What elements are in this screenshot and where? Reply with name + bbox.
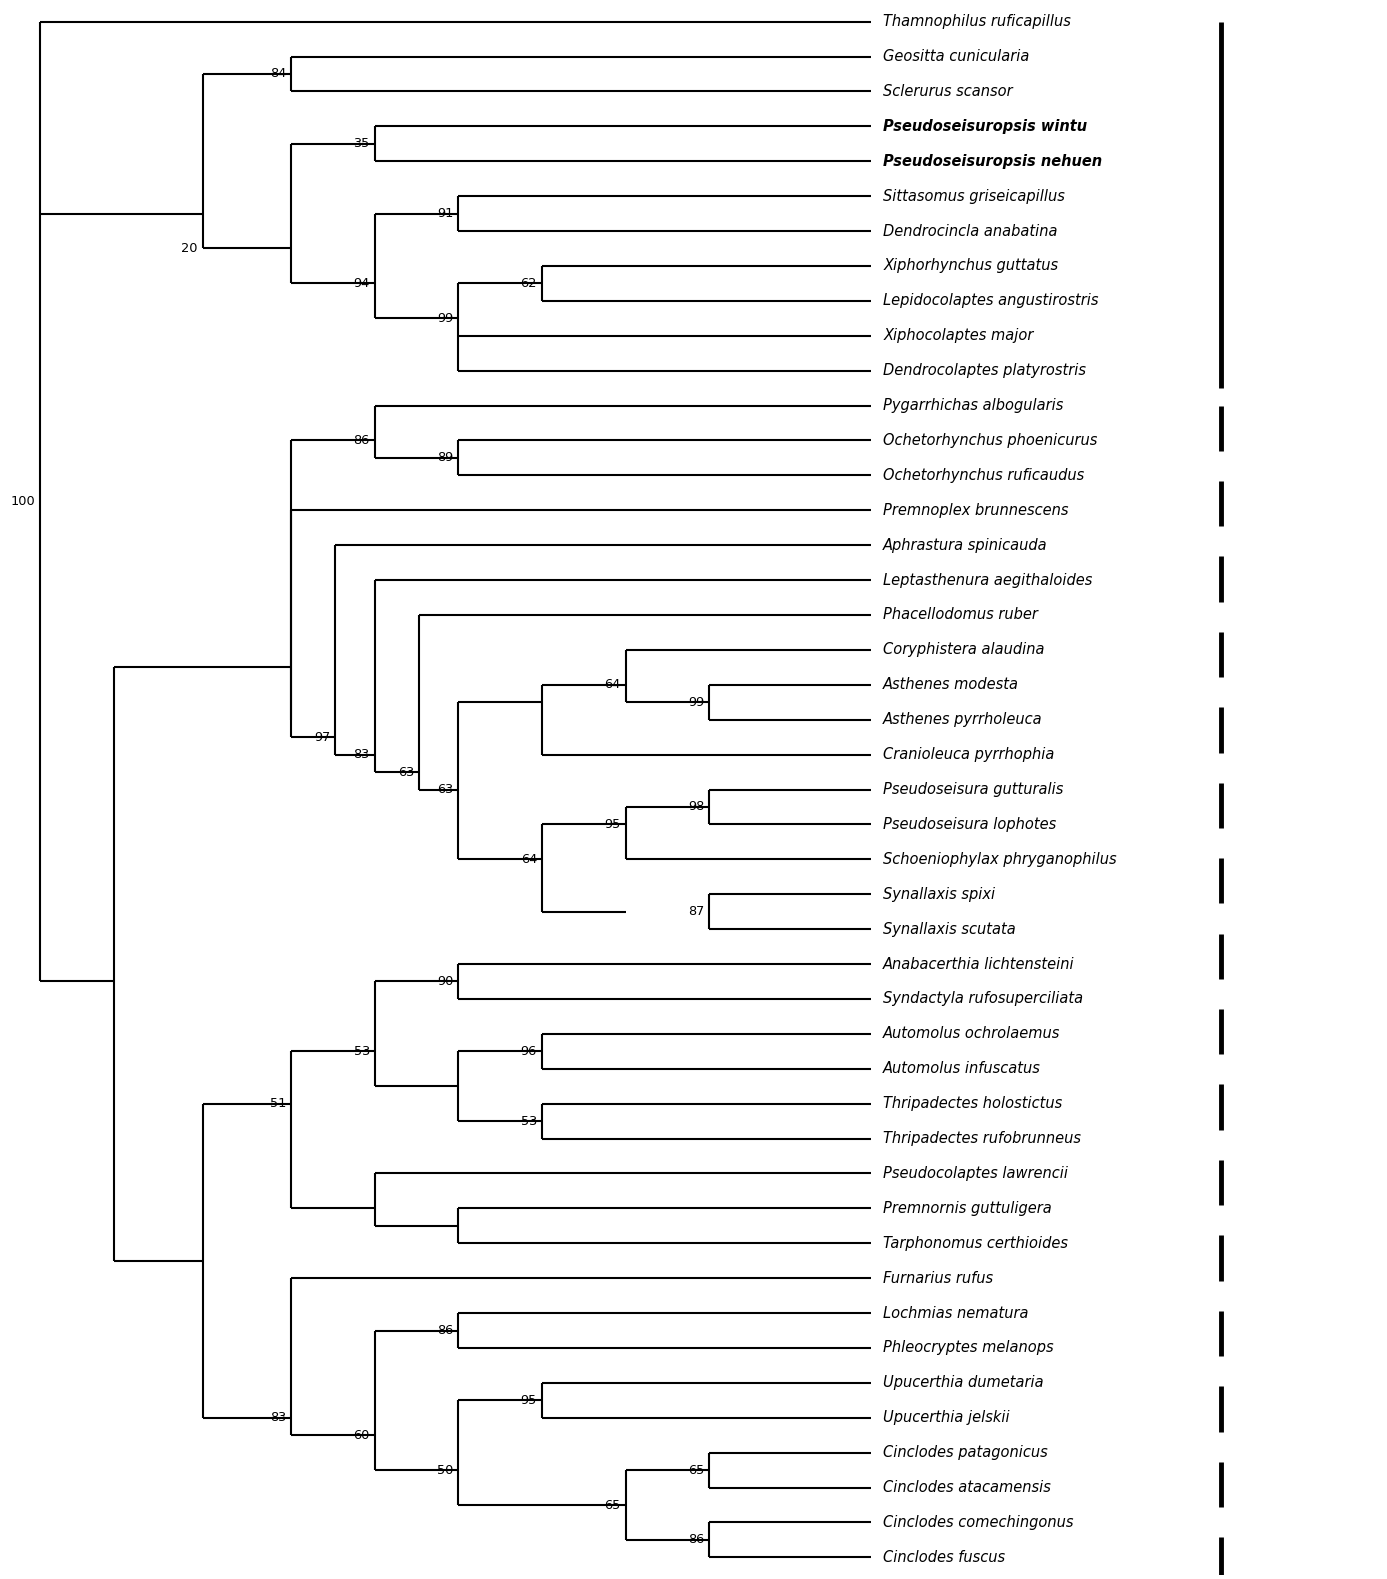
Text: 87: 87: [688, 905, 705, 917]
Text: 50: 50: [437, 1464, 454, 1476]
Text: Dendrocincla anabatina: Dendrocincla anabatina: [884, 224, 1058, 238]
Text: 63: 63: [398, 766, 415, 778]
Text: 99: 99: [688, 696, 705, 709]
Text: Pygarrhichas albogularis: Pygarrhichas albogularis: [884, 398, 1064, 414]
Text: Automolus ochrolaemus: Automolus ochrolaemus: [884, 1026, 1061, 1041]
Text: 83: 83: [354, 748, 370, 761]
Text: Leptasthenura aegithaloides: Leptasthenura aegithaloides: [884, 573, 1093, 587]
Text: 98: 98: [688, 801, 705, 813]
Text: Lochmias nematura: Lochmias nematura: [884, 1306, 1029, 1320]
Text: Xiphocolaptes major: Xiphocolaptes major: [884, 328, 1033, 343]
Text: 89: 89: [437, 452, 454, 464]
Text: 64: 64: [520, 853, 537, 865]
Text: 35: 35: [354, 137, 370, 150]
Text: Geositta cunicularia: Geositta cunicularia: [884, 49, 1029, 65]
Text: 90: 90: [437, 974, 454, 988]
Text: Upucerthia jelskii: Upucerthia jelskii: [884, 1410, 1010, 1426]
Text: Pseudoseisura gutturalis: Pseudoseisura gutturalis: [884, 782, 1064, 797]
Text: Premnoplex brunnescens: Premnoplex brunnescens: [884, 502, 1069, 518]
Text: 99: 99: [437, 311, 454, 325]
Text: 94: 94: [354, 276, 370, 291]
Text: 84: 84: [270, 68, 286, 81]
Text: 86: 86: [354, 434, 370, 447]
Text: Schoeniophylax phryganophilus: Schoeniophylax phryganophilus: [884, 851, 1117, 867]
Text: Upucerthia dumetaria: Upucerthia dumetaria: [884, 1375, 1044, 1391]
Text: Asthenes pyrrholeuca: Asthenes pyrrholeuca: [884, 712, 1043, 728]
Text: Asthenes modesta: Asthenes modesta: [884, 677, 1019, 692]
Text: 65: 65: [688, 1464, 705, 1476]
Text: Synallaxis scutata: Synallaxis scutata: [884, 922, 1015, 936]
Text: Anabacerthia lichtensteini: Anabacerthia lichtensteini: [884, 957, 1075, 971]
Text: Pseudoseisuropsis nehuen: Pseudoseisuropsis nehuen: [884, 153, 1103, 169]
Text: 95: 95: [520, 1394, 537, 1407]
Text: Sittasomus griseicapillus: Sittasomus griseicapillus: [884, 188, 1065, 204]
Text: 63: 63: [437, 783, 454, 796]
Text: 53: 53: [354, 1045, 370, 1058]
Text: Pseudocolaptes lawrencii: Pseudocolaptes lawrencii: [884, 1165, 1068, 1181]
Text: 60: 60: [354, 1429, 370, 1442]
Text: 62: 62: [520, 276, 537, 291]
Text: Automolus infuscatus: Automolus infuscatus: [884, 1061, 1042, 1077]
Text: Lepidocolaptes angustirostris: Lepidocolaptes angustirostris: [884, 294, 1099, 308]
Text: Thripadectes rufobrunneus: Thripadectes rufobrunneus: [884, 1131, 1082, 1146]
Text: Synallaxis spixi: Synallaxis spixi: [884, 887, 996, 902]
Text: Ochetorhynchus phoenicurus: Ochetorhynchus phoenicurus: [884, 433, 1097, 448]
Text: 53: 53: [520, 1115, 537, 1127]
Text: Cinclodes patagonicus: Cinclodes patagonicus: [884, 1445, 1049, 1461]
Text: Ochetorhynchus ruficaudus: Ochetorhynchus ruficaudus: [884, 467, 1085, 483]
Text: Furnarius rufus: Furnarius rufus: [884, 1271, 993, 1285]
Text: 65: 65: [605, 1498, 620, 1511]
Text: Pseudoseisura lophotes: Pseudoseisura lophotes: [884, 816, 1057, 832]
Text: Aphrastura spinicauda: Aphrastura spinicauda: [884, 538, 1047, 553]
Text: Syndactyla rufosuperciliata: Syndactyla rufosuperciliata: [884, 992, 1083, 1006]
Text: 86: 86: [437, 1325, 454, 1337]
Text: Thripadectes holostictus: Thripadectes holostictus: [884, 1096, 1062, 1112]
Text: Phleocryptes melanops: Phleocryptes melanops: [884, 1341, 1054, 1355]
Text: 20: 20: [182, 242, 198, 254]
Text: 64: 64: [605, 679, 620, 692]
Text: 91: 91: [437, 207, 454, 219]
Text: Phacellodomus ruber: Phacellodomus ruber: [884, 608, 1037, 622]
Text: 100: 100: [11, 496, 36, 508]
Text: Cinclodes atacamensis: Cinclodes atacamensis: [884, 1480, 1051, 1495]
Text: Xiphorhynchus guttatus: Xiphorhynchus guttatus: [884, 259, 1058, 273]
Text: Pseudoseisuropsis wintu: Pseudoseisuropsis wintu: [884, 118, 1087, 134]
Text: Coryphistera alaudina: Coryphistera alaudina: [884, 643, 1044, 657]
Text: Cranioleuca pyrrhophia: Cranioleuca pyrrhophia: [884, 747, 1054, 763]
Text: 97: 97: [315, 731, 330, 744]
Text: 51: 51: [270, 1097, 286, 1110]
Text: Thamnophilus ruficapillus: Thamnophilus ruficapillus: [884, 14, 1071, 28]
Text: 96: 96: [520, 1045, 537, 1058]
Text: Tarphonomus certhioides: Tarphonomus certhioides: [884, 1236, 1068, 1251]
Text: 95: 95: [605, 818, 620, 831]
Text: Premnornis guttuligera: Premnornis guttuligera: [884, 1202, 1051, 1216]
Text: Cinclodes fuscus: Cinclodes fuscus: [884, 1551, 1006, 1565]
Text: Sclerurus scansor: Sclerurus scansor: [884, 84, 1013, 99]
Text: Dendrocolaptes platyrostris: Dendrocolaptes platyrostris: [884, 363, 1086, 377]
Text: Cinclodes comechingonus: Cinclodes comechingonus: [884, 1514, 1074, 1530]
Text: 83: 83: [270, 1412, 286, 1424]
Text: 86: 86: [688, 1533, 705, 1546]
